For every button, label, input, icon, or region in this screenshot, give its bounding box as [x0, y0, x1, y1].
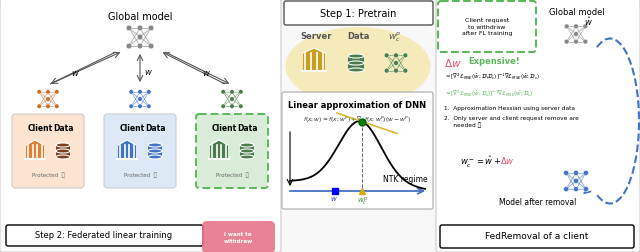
- Text: Client: Client: [28, 123, 52, 133]
- Text: Data: Data: [347, 32, 369, 41]
- FancyBboxPatch shape: [196, 115, 268, 188]
- Circle shape: [394, 61, 398, 66]
- Ellipse shape: [56, 149, 70, 153]
- Text: w: w: [145, 67, 152, 76]
- FancyBboxPatch shape: [438, 2, 536, 53]
- Polygon shape: [26, 140, 44, 145]
- Circle shape: [230, 105, 234, 109]
- Circle shape: [573, 171, 579, 176]
- Circle shape: [221, 105, 225, 109]
- Text: Data: Data: [54, 123, 74, 133]
- Text: Data: Data: [237, 123, 259, 133]
- Circle shape: [138, 97, 142, 102]
- Text: I want to
withdraw: I want to withdraw: [223, 232, 253, 243]
- Circle shape: [564, 171, 568, 176]
- Text: w: w: [72, 68, 79, 77]
- Text: Step 2: Federated linear training: Step 2: Federated linear training: [35, 231, 173, 240]
- FancyBboxPatch shape: [12, 115, 84, 188]
- FancyBboxPatch shape: [436, 0, 640, 252]
- Ellipse shape: [56, 155, 70, 159]
- Bar: [148, 145, 162, 158]
- Circle shape: [137, 26, 143, 32]
- Text: $w_c^- = \hat{w} + $: $w_c^- = \hat{w} + $: [460, 154, 502, 169]
- FancyBboxPatch shape: [104, 115, 176, 188]
- Text: NTK regime: NTK regime: [383, 174, 428, 183]
- Text: $\Delta w$: $\Delta w$: [500, 154, 515, 165]
- Circle shape: [46, 105, 51, 109]
- Text: Data: Data: [146, 123, 166, 133]
- Circle shape: [573, 40, 579, 45]
- Circle shape: [148, 26, 154, 32]
- Text: Step 1: Pretrain: Step 1: Pretrain: [320, 9, 396, 19]
- Circle shape: [584, 171, 588, 176]
- Circle shape: [54, 90, 59, 95]
- Circle shape: [46, 97, 51, 102]
- Circle shape: [147, 105, 151, 109]
- Circle shape: [46, 90, 51, 95]
- Ellipse shape: [240, 143, 254, 147]
- Circle shape: [403, 69, 408, 74]
- Circle shape: [129, 105, 134, 109]
- Text: FedRemoval of a client: FedRemoval of a client: [485, 232, 589, 241]
- Text: $w_c^p$: $w_c^p$: [388, 30, 402, 43]
- Circle shape: [573, 25, 579, 30]
- FancyBboxPatch shape: [202, 221, 275, 252]
- Circle shape: [54, 105, 59, 109]
- Ellipse shape: [56, 143, 70, 147]
- Ellipse shape: [148, 155, 162, 159]
- Bar: [118, 145, 136, 159]
- Circle shape: [137, 44, 143, 50]
- FancyBboxPatch shape: [440, 225, 634, 248]
- Text: $f(x;w) \approx f(x;w^p) + \nabla_w f(x;w^p)(w-w^p)$: $f(x;w) \approx f(x;w^p) + \nabla_w f(x;…: [303, 114, 411, 123]
- Circle shape: [564, 40, 569, 45]
- Ellipse shape: [148, 149, 162, 153]
- Text: Protected  🔒: Protected 🔒: [124, 171, 156, 177]
- Circle shape: [584, 187, 588, 192]
- Text: $\approx [\nabla^2\mathcal{L}_{MSE}(\hat{w};\mathcal{D}_s)]^{-1}\nabla\mathcal{L: $\approx [\nabla^2\mathcal{L}_{MSE}(\hat…: [444, 89, 534, 99]
- Text: w: w: [330, 195, 336, 201]
- FancyBboxPatch shape: [284, 2, 433, 26]
- Circle shape: [239, 90, 243, 95]
- Ellipse shape: [148, 143, 162, 147]
- Text: Linear approximation of DNN: Linear approximation of DNN: [288, 101, 426, 110]
- Bar: [303, 54, 325, 72]
- Circle shape: [148, 44, 154, 50]
- Ellipse shape: [348, 62, 364, 66]
- Circle shape: [129, 90, 134, 95]
- Circle shape: [137, 35, 143, 41]
- Bar: [26, 145, 44, 159]
- Circle shape: [564, 25, 569, 30]
- Circle shape: [583, 25, 588, 30]
- Circle shape: [564, 187, 568, 192]
- Bar: [348, 57, 364, 71]
- Circle shape: [573, 179, 579, 184]
- Ellipse shape: [240, 155, 254, 159]
- Text: Client request
to withdraw
after FL training: Client request to withdraw after FL trai…: [461, 18, 512, 36]
- Text: Protected  🔒: Protected 🔒: [31, 171, 65, 177]
- Polygon shape: [303, 49, 325, 54]
- FancyBboxPatch shape: [0, 0, 281, 252]
- Circle shape: [384, 69, 389, 74]
- Circle shape: [573, 187, 579, 192]
- Text: $\hat{w}$: $\hat{w}$: [584, 16, 593, 28]
- Circle shape: [147, 90, 151, 95]
- Circle shape: [403, 54, 408, 58]
- Circle shape: [394, 54, 398, 58]
- FancyBboxPatch shape: [282, 2, 435, 250]
- Circle shape: [37, 90, 42, 95]
- Circle shape: [138, 90, 142, 95]
- Text: Global model: Global model: [108, 12, 172, 22]
- Text: $= [\nabla^2\mathcal{L}_{MSE}(\hat{w};\mathcal{D}\backslash\mathcal{D}_c)]^{-1}\: $= [\nabla^2\mathcal{L}_{MSE}(\hat{w};\m…: [444, 72, 540, 82]
- FancyBboxPatch shape: [6, 225, 203, 246]
- Text: $\Delta w$: $\Delta w$: [444, 57, 461, 69]
- Text: w: w: [203, 68, 209, 77]
- Circle shape: [126, 44, 132, 50]
- Text: $w_c^p$: $w_c^p$: [356, 195, 367, 207]
- Text: Global model: Global model: [549, 8, 605, 17]
- Ellipse shape: [240, 149, 254, 153]
- Text: Expensive!: Expensive!: [468, 57, 520, 66]
- Circle shape: [573, 33, 579, 37]
- Circle shape: [583, 40, 588, 45]
- Ellipse shape: [285, 28, 431, 106]
